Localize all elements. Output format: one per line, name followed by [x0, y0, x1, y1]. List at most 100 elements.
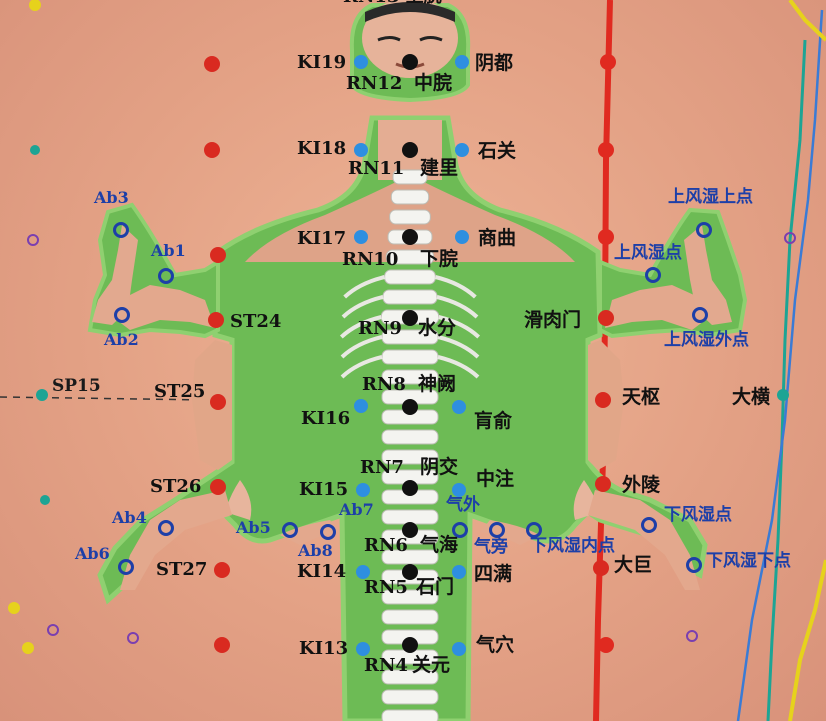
ren-point-name: 中脘 [414, 72, 453, 94]
ab-point-circle [526, 522, 542, 538]
vertebra [385, 249, 435, 265]
ab-point-label: Ab1 [151, 241, 186, 260]
ab-point-circle [686, 557, 702, 573]
ren-point-code: RN12 [346, 73, 403, 94]
ren-point-dot [402, 637, 418, 653]
ren-point-name: 建里 [420, 157, 459, 179]
meridian-point-dot [600, 54, 616, 70]
ab-point-circle [113, 222, 129, 238]
extra-point-label: 气外 [446, 495, 480, 515]
kidney-point-label: KI17 [297, 228, 347, 249]
ren-point-dot [402, 564, 418, 580]
ab-point-circle [452, 522, 468, 538]
kidney-point-label: KI16 [301, 408, 351, 429]
ab-point-circle [158, 268, 174, 284]
kidney-point-dot [455, 143, 469, 157]
ren-point-name: 水分 [418, 317, 457, 339]
ab-point-label: Ab4 [112, 508, 147, 527]
face [362, 0, 458, 78]
stomach-point-label: ST27 [156, 559, 208, 580]
rib [340, 335, 480, 359]
left-forearm [110, 285, 215, 330]
stomach-point-dot [593, 560, 609, 576]
ab-point-circle [158, 520, 174, 536]
meridian-point-dot [598, 229, 614, 245]
stomach-point-dot [204, 56, 220, 72]
rib [343, 275, 477, 299]
kidney-point-name: 石关 [478, 140, 517, 162]
ren-point-dot [402, 142, 418, 158]
ren-point-dot [402, 399, 418, 415]
ab-point-label: Ab7 [339, 500, 374, 519]
hand-point-label: 上风湿外点 [664, 330, 749, 350]
kidney-point-label: KI19 [297, 52, 347, 73]
ab-point-circle [118, 559, 134, 575]
ab-point-label: Ab8 [298, 541, 333, 560]
stomach-point-dot [204, 142, 220, 158]
vertebra [381, 369, 439, 385]
stomach-point-dot [210, 394, 226, 410]
kidney-point-dot [452, 400, 466, 414]
right-forearm [605, 285, 712, 330]
ab-point-label: Ab5 [236, 518, 271, 537]
left-leg [120, 490, 232, 590]
kidney-point-dot [452, 483, 466, 497]
stomach-point-dot [214, 562, 230, 578]
hand-point-label: 下风湿点 [664, 505, 732, 525]
spleen-point-label: SP15 [52, 376, 101, 396]
ren-point-name: 神阙 [418, 373, 457, 395]
hand-point-label: 上风湿点 [614, 243, 682, 263]
ab-point-label: Ab2 [104, 330, 139, 349]
stomach-point-dot [595, 476, 611, 492]
kidney-point-label: KI15 [299, 479, 349, 500]
stomach-point-name: 天枢 [622, 386, 661, 408]
kidney-point-dot [455, 55, 469, 69]
ren-top-label: RN13 上脘 [343, 0, 442, 6]
ren-point-name: 气海 [420, 534, 459, 556]
kidney-point-label: KI14 [297, 561, 347, 582]
ab-point-label: Ab3 [94, 188, 129, 207]
ren-point-code: RN7 [360, 457, 404, 478]
kidney-point-dot [452, 565, 466, 579]
ren-point-code: RN4 [364, 655, 408, 676]
ren-point-name: 下脘 [420, 248, 459, 270]
stomach-point-name: 滑肉门 [524, 309, 582, 331]
hand-point-label: 下风湿内点 [530, 536, 615, 556]
ab-point-circle [114, 307, 130, 323]
ab-point-circle [282, 522, 298, 538]
ren-point-dot [402, 229, 418, 245]
ren-point-dot [402, 54, 418, 70]
ren-point-code: RN6 [364, 535, 408, 556]
kidney-point-label: KI18 [297, 138, 347, 159]
vertebra [381, 709, 439, 721]
sp15-dashed-line [0, 396, 211, 401]
kidney-point-name: 气穴 [476, 634, 515, 656]
ren-point-dot [402, 310, 418, 326]
vertebra [384, 269, 436, 285]
extra-point-label: 气旁 [474, 537, 508, 557]
rib [339, 315, 481, 339]
vertebra [381, 349, 439, 365]
vertebra [381, 509, 439, 525]
kidney-point-label: KI13 [299, 638, 349, 659]
kidney-point-name: 商曲 [478, 227, 517, 249]
kidney-point-name: 阴都 [475, 52, 514, 74]
ab-point-label: Ab6 [75, 544, 110, 563]
stomach-point-dot [208, 312, 224, 328]
vertebra [381, 689, 439, 705]
stomach-point-dot [598, 310, 614, 326]
ren-point-code: RN10 [342, 249, 399, 270]
kidney-point-dot [354, 143, 368, 157]
kidney-point-name: 四满 [474, 563, 513, 585]
vertebra [381, 609, 439, 625]
spleen-point-dot [36, 389, 48, 401]
ren-point-name: 石门 [416, 576, 455, 598]
ab-point-circle [489, 522, 505, 538]
kidney-point-name: 中注 [476, 468, 515, 490]
kidney-point-dot [356, 483, 370, 497]
ab-point-circle [641, 517, 657, 533]
stomach-point-dot [214, 637, 230, 653]
spleen-meridian-line [766, 39, 807, 721]
